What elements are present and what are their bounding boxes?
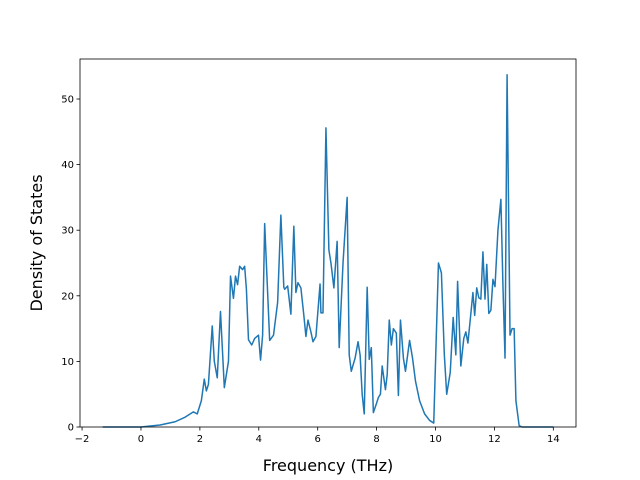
y-tick-label: 20 [61, 291, 74, 302]
y-tick-label: 40 [61, 160, 74, 171]
x-tick-label: 10 [429, 434, 442, 445]
y-tick-label: 30 [61, 226, 74, 237]
x-tick-label: 0 [138, 434, 144, 445]
plot-frame [79, 58, 577, 428]
x-tick-label: 2 [197, 434, 203, 445]
x-tick-label: 14 [547, 434, 560, 445]
x-tick-label: 6 [315, 434, 321, 445]
x-axis-label: Frequency (THz) [263, 456, 393, 475]
x-tick-label: −2 [75, 434, 90, 445]
y-tick-label: 0 [68, 423, 74, 434]
x-tick-label: 4 [256, 434, 262, 445]
x-tick-label: 12 [488, 434, 501, 445]
y-tick-label: 50 [61, 95, 74, 106]
dos-line [102, 73, 554, 428]
y-axis-label: Density of States [27, 174, 46, 311]
y-tick-label: 10 [61, 357, 74, 368]
x-tick-label: 8 [373, 434, 379, 445]
